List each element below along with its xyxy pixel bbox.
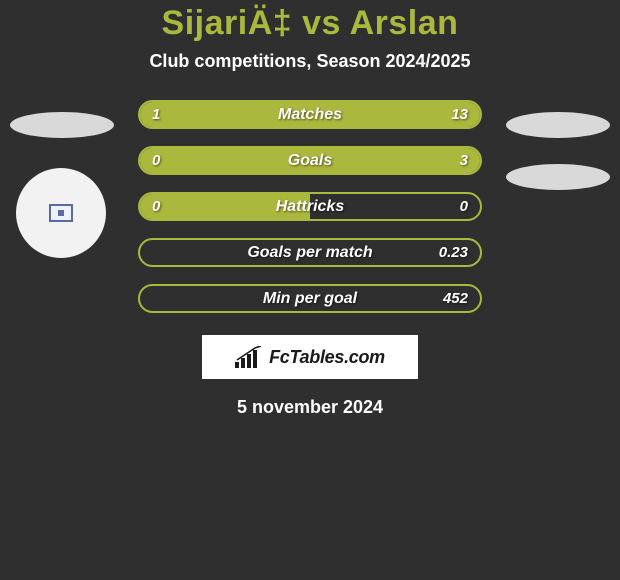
bar-fill-right	[198, 102, 480, 127]
club-ellipse	[506, 164, 610, 190]
bar-fill-right	[140, 148, 480, 173]
bar-fill-left	[140, 102, 198, 127]
club-logo-placeholder	[16, 168, 106, 258]
bar-label: Min per goal	[140, 286, 480, 311]
bar-value-right: 0.23	[439, 240, 468, 265]
stat-bar: Hattricks00	[138, 192, 482, 221]
fctables-icon	[235, 346, 263, 368]
bar-value-left: 0	[152, 148, 160, 173]
comparison-card: SijariÄ‡ vs Arslan Club competitions, Se…	[0, 0, 620, 418]
bar-value-right: 0	[460, 194, 468, 219]
bar-value-left: 0	[152, 194, 160, 219]
stat-bars: Matches113Goals03Hattricks00Goals per ma…	[138, 100, 482, 313]
bar-value-right: 13	[451, 102, 468, 127]
stat-bar: Goals03	[138, 146, 482, 175]
brand-text: FcTables.com	[269, 347, 385, 368]
left-player-avatars	[10, 100, 114, 258]
stat-bar: Min per goal452	[138, 284, 482, 313]
bar-value-left: 1	[152, 102, 160, 127]
avatar-ellipse	[506, 112, 610, 138]
page-title: SijariÄ‡ vs Arslan	[0, 4, 620, 43]
placeholder-icon	[49, 204, 73, 222]
brand-box[interactable]: FcTables.com	[202, 335, 418, 379]
body-row: Matches113Goals03Hattricks00Goals per ma…	[0, 100, 620, 313]
stat-bar: Goals per match0.23	[138, 238, 482, 267]
stat-bar: Matches113	[138, 100, 482, 129]
date-label: 5 november 2024	[0, 397, 620, 418]
bar-label: Goals per match	[140, 240, 480, 265]
page-subtitle: Club competitions, Season 2024/2025	[0, 51, 620, 72]
bar-value-right: 3	[460, 148, 468, 173]
placeholder-dot	[58, 210, 64, 216]
bar-value-right: 452	[443, 286, 468, 311]
bar-fill-left	[140, 194, 310, 219]
right-player-avatars	[506, 100, 610, 190]
avatar-ellipse	[10, 112, 114, 138]
